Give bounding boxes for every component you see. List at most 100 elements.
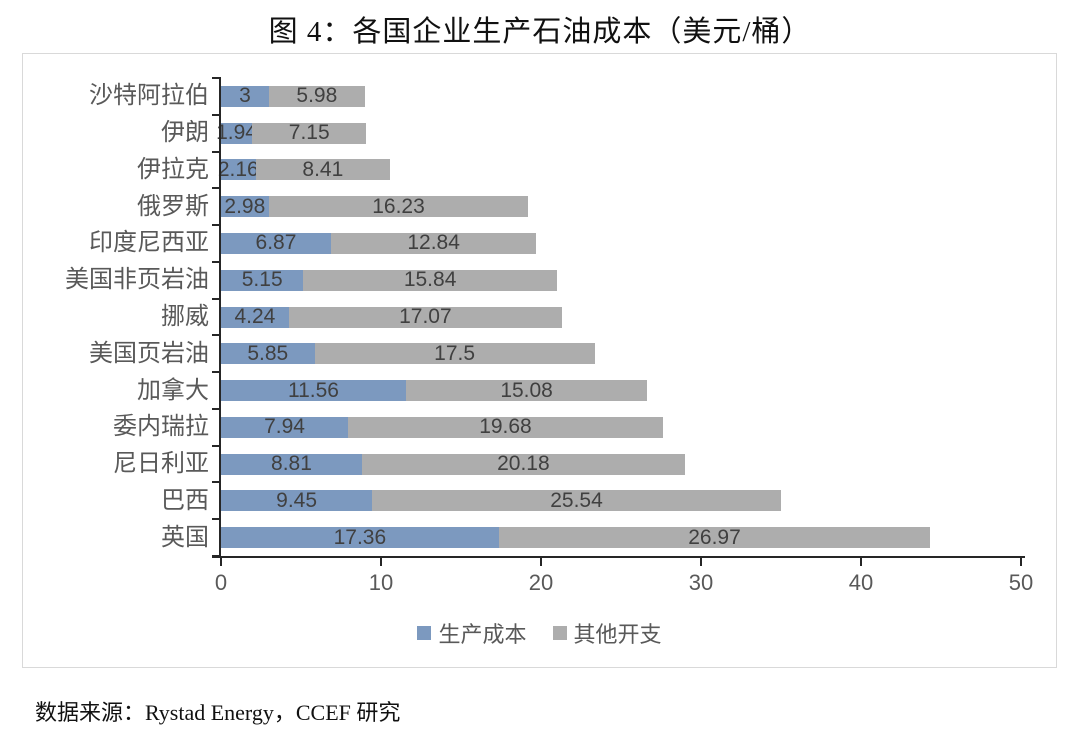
bar-value-label: 17.5 <box>434 341 476 365</box>
bar-value-label: 5.85 <box>247 341 289 365</box>
bar-value-label: 5.98 <box>296 84 338 108</box>
category-label: 英国 <box>161 523 209 551</box>
y-axis-tick <box>212 518 221 521</box>
x-axis-tick-label: 30 <box>688 570 714 595</box>
x-axis-tick-label: 10 <box>368 570 394 595</box>
bar-value-label: 5.15 <box>241 268 283 292</box>
bar-value-label: 11.56 <box>287 378 339 402</box>
legend-label: 其他开支 <box>573 622 662 647</box>
category-label: 委内瑞拉 <box>113 413 209 441</box>
bar-segment <box>314 343 595 365</box>
bar-value-label: 7.94 <box>264 415 305 439</box>
bar-segment <box>252 122 367 144</box>
y-axis-tick <box>212 297 221 300</box>
bar-segment <box>221 527 499 549</box>
chart-legend: 生产成本 其他开支 <box>23 617 1056 649</box>
bar-segment <box>372 490 781 512</box>
bar-segment <box>330 232 537 254</box>
category-label: 美国非页岩油 <box>65 266 209 294</box>
x-axis-line <box>212 556 1025 558</box>
x-axis-tick <box>700 556 702 566</box>
bar-segment <box>221 306 289 328</box>
bar-segment <box>221 453 362 475</box>
bar-value-label: 25.54 <box>550 488 603 512</box>
plot-area: 沙特阿拉伯 3 5.98 伊朗 1.94 7.15 伊拉克 2.16 8.41 俄罗斯 2.98 16… <box>23 54 1055 666</box>
bar-value-label: 4.24 <box>234 305 276 328</box>
legend-swatch-icon <box>417 626 432 640</box>
bar-value-label: 17.36 <box>333 525 387 549</box>
x-axis-tick <box>540 556 542 566</box>
y-axis-tick <box>212 113 221 116</box>
bar-segment <box>255 159 391 181</box>
legend-item: 生产成本 <box>417 617 527 649</box>
bar-segment <box>221 343 315 365</box>
bar-value-label: 2.98 <box>224 194 266 218</box>
bar-segment <box>221 269 304 291</box>
x-axis-tick-label: 40 <box>848 570 874 595</box>
category-label: 加拿大 <box>137 376 209 404</box>
x-axis-tick-label: 20 <box>528 570 554 595</box>
x-axis-tick <box>380 556 382 566</box>
category-label: 印度尼西亚 <box>89 229 209 257</box>
bar-value-label: 8.41 <box>302 157 344 181</box>
y-axis-tick <box>212 334 221 337</box>
category-label: 伊拉克 <box>137 155 209 183</box>
chart-area: 沙特阿拉伯 3 5.98 伊朗 1.94 7.15 伊拉克 2.16 8.41 俄罗斯 2.98 16… <box>22 53 1057 668</box>
bar-segment <box>221 159 256 181</box>
legend-swatch-icon <box>552 626 567 640</box>
y-axis-tick <box>212 150 221 153</box>
category-label: 伊朗 <box>161 119 209 147</box>
bar-segment <box>269 85 365 107</box>
bar-segment <box>221 85 269 107</box>
y-axis-tick <box>212 77 221 79</box>
bar-segment <box>361 453 685 475</box>
y-axis-tick <box>212 187 221 190</box>
category-label: 尼日利亚 <box>113 450 209 478</box>
bar-segment <box>348 416 663 438</box>
y-axis-tick <box>212 224 221 227</box>
bar-value-label: 9.45 <box>276 488 318 512</box>
bar-value-label: 7.15 <box>288 121 330 145</box>
x-axis-tick <box>860 556 862 566</box>
bar-value-label: 15.08 <box>500 378 553 402</box>
y-axis-line <box>219 78 221 558</box>
bar-value-label: 2.16 <box>217 157 259 181</box>
bar-segment <box>268 196 529 218</box>
y-axis-tick <box>212 260 221 263</box>
category-label: 美国页岩油 <box>89 339 209 367</box>
legend-item: 其他开支 <box>552 617 662 649</box>
y-axis-tick <box>212 407 221 410</box>
data-source: 数据来源：Rystad Energy，CCEF 研究 <box>35 700 401 725</box>
legend-label: 生产成本 <box>438 622 527 647</box>
bar-value-label: 12.84 <box>407 231 460 255</box>
category-label: 挪威 <box>161 303 209 330</box>
x-axis-tick <box>1020 556 1022 566</box>
y-axis-tick <box>212 481 221 484</box>
bar-value-label: 8.81 <box>271 452 312 476</box>
bar-segment <box>498 527 931 549</box>
bar-segment <box>303 269 557 291</box>
bar-value-label: 17.07 <box>399 305 452 328</box>
y-axis-tick <box>212 444 221 447</box>
bar-value-label: 16.23 <box>372 194 425 218</box>
bar-value-label: 19.68 <box>479 415 532 439</box>
bar-value-label: 6.87 <box>255 231 297 255</box>
bar-segment <box>221 232 331 254</box>
x-axis-tick-label: 0 <box>214 570 228 595</box>
bar-value-label: 15.84 <box>403 268 457 292</box>
bar-segment <box>405 380 648 402</box>
bar-value-label: 1.94 <box>216 121 257 145</box>
x-axis-tick <box>220 556 222 566</box>
bar-value-label: 26.97 <box>688 525 741 549</box>
bar-segment <box>221 490 373 512</box>
category-label: 俄罗斯 <box>137 192 209 220</box>
bar-segment <box>221 416 349 438</box>
y-axis-tick <box>212 371 221 374</box>
category-label: 沙特阿拉伯 <box>89 82 209 110</box>
chart-title: 图 4：各国企业生产石油成本（美元/桶） <box>268 16 812 48</box>
bar-value-label: 20.18 <box>497 452 550 476</box>
bar-value-label: 3 <box>239 84 251 108</box>
x-axis-tick-label: 50 <box>1008 570 1034 595</box>
bar-segment <box>221 196 269 218</box>
bar-segment <box>221 122 253 144</box>
